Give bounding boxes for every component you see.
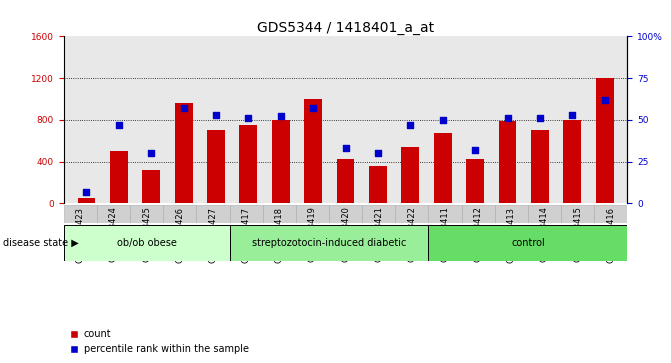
Bar bbox=[130, 205, 163, 223]
Bar bbox=[362, 205, 395, 223]
Bar bbox=[97, 205, 130, 223]
Bar bbox=[78, 198, 95, 203]
Text: GSM1518414: GSM1518414 bbox=[540, 207, 549, 262]
Bar bbox=[110, 151, 127, 203]
Text: disease state ▶: disease state ▶ bbox=[3, 238, 79, 248]
Bar bbox=[528, 205, 561, 223]
Bar bbox=[499, 121, 517, 203]
Bar bbox=[262, 205, 296, 223]
Bar bbox=[197, 205, 229, 223]
Point bbox=[567, 112, 578, 118]
Bar bbox=[429, 205, 462, 223]
Bar bbox=[142, 170, 160, 203]
Text: GSM1518412: GSM1518412 bbox=[474, 207, 482, 262]
Text: GSM1518425: GSM1518425 bbox=[142, 207, 151, 262]
Text: GSM1518427: GSM1518427 bbox=[209, 207, 217, 262]
Point bbox=[275, 114, 286, 119]
Text: GSM1518424: GSM1518424 bbox=[109, 207, 118, 262]
Point bbox=[405, 122, 416, 128]
Text: GSM1518421: GSM1518421 bbox=[374, 207, 383, 262]
Bar bbox=[561, 205, 595, 223]
Title: GDS5344 / 1418401_a_at: GDS5344 / 1418401_a_at bbox=[257, 21, 434, 35]
Point bbox=[372, 150, 383, 156]
Bar bbox=[531, 130, 549, 203]
Bar bbox=[304, 99, 322, 203]
Point bbox=[535, 115, 546, 121]
Bar bbox=[395, 205, 429, 223]
Bar bbox=[466, 159, 484, 203]
Text: GSM1518420: GSM1518420 bbox=[341, 207, 350, 262]
Point bbox=[178, 105, 189, 111]
Bar bbox=[369, 166, 387, 203]
Point bbox=[211, 112, 221, 118]
Text: GSM1518423: GSM1518423 bbox=[76, 207, 85, 262]
Bar bbox=[429, 225, 627, 261]
Bar bbox=[401, 147, 419, 203]
Text: GSM1518426: GSM1518426 bbox=[175, 207, 185, 262]
Bar bbox=[564, 120, 581, 203]
Point bbox=[243, 115, 254, 121]
Point bbox=[502, 115, 513, 121]
Text: control: control bbox=[511, 238, 545, 248]
Bar bbox=[240, 125, 257, 203]
Bar bbox=[272, 120, 290, 203]
Point bbox=[308, 105, 319, 111]
Point bbox=[81, 189, 92, 195]
Point bbox=[437, 117, 448, 123]
Bar bbox=[229, 205, 262, 223]
Text: GSM1518419: GSM1518419 bbox=[308, 207, 317, 262]
Bar bbox=[64, 205, 97, 223]
Bar bbox=[163, 205, 197, 223]
Text: GSM1518415: GSM1518415 bbox=[573, 207, 582, 262]
Legend: count, percentile rank within the sample: count, percentile rank within the sample bbox=[65, 326, 252, 358]
Text: GSM1518422: GSM1518422 bbox=[407, 207, 417, 262]
Point bbox=[146, 150, 156, 156]
Bar bbox=[174, 103, 193, 203]
Text: GSM1518417: GSM1518417 bbox=[242, 207, 250, 262]
Bar bbox=[296, 205, 329, 223]
Bar bbox=[329, 205, 362, 223]
Bar bbox=[595, 205, 627, 223]
Point bbox=[340, 145, 351, 151]
Point bbox=[599, 97, 610, 103]
Text: GSM1518416: GSM1518416 bbox=[607, 207, 615, 262]
Bar bbox=[462, 205, 495, 223]
Text: GSM1518413: GSM1518413 bbox=[507, 207, 516, 262]
Bar bbox=[495, 205, 528, 223]
Bar bbox=[64, 225, 229, 261]
Bar bbox=[596, 78, 613, 203]
Text: GSM1518411: GSM1518411 bbox=[441, 207, 450, 262]
Bar bbox=[229, 225, 429, 261]
Point bbox=[113, 122, 124, 128]
Text: GSM1518418: GSM1518418 bbox=[274, 207, 284, 262]
Point bbox=[470, 147, 480, 153]
Bar bbox=[207, 130, 225, 203]
Text: ob/ob obese: ob/ob obese bbox=[117, 238, 176, 248]
Bar bbox=[434, 133, 452, 203]
Bar bbox=[337, 159, 354, 203]
Text: streptozotocin-induced diabetic: streptozotocin-induced diabetic bbox=[252, 238, 406, 248]
